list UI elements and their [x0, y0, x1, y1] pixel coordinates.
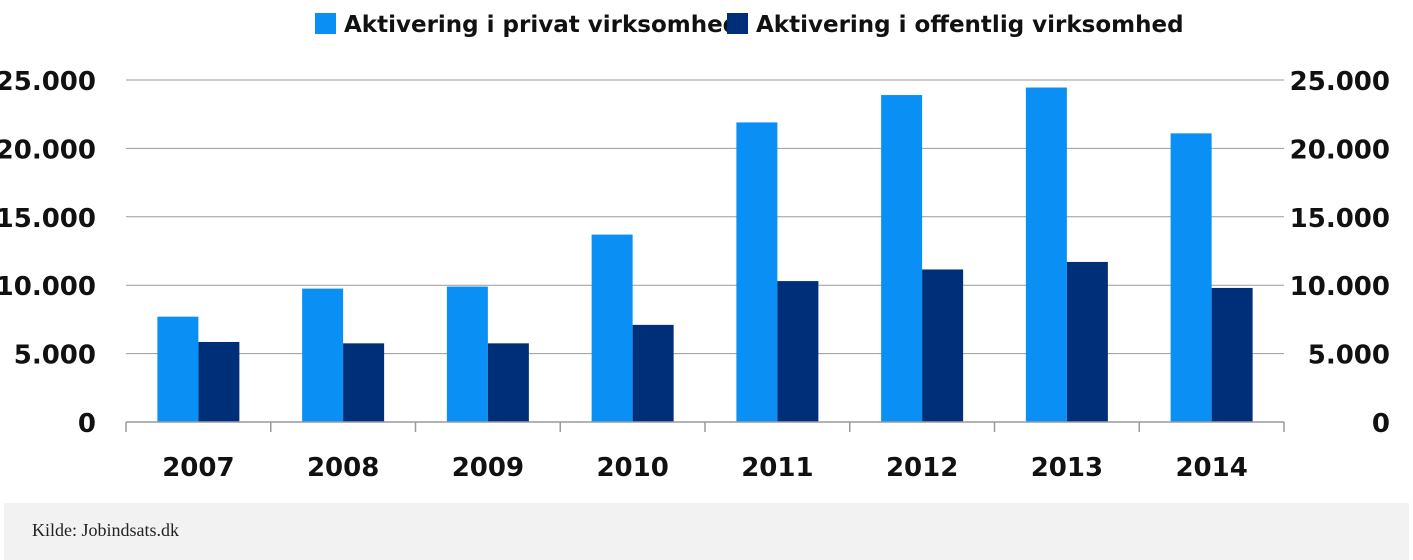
- x-tick-label: 2011: [741, 453, 813, 483]
- legend-label-private: Aktivering i privat virksomhed: [344, 12, 739, 38]
- y-tick-label-left: 5.000: [14, 341, 96, 371]
- bar-public-2008: [343, 343, 385, 422]
- y-tick-label-left: 10.000: [0, 272, 96, 302]
- legend-swatch-private: [315, 13, 336, 34]
- y-tick-label-right: 25.000: [1290, 67, 1390, 97]
- y-tick-label-left: 20.000: [0, 135, 96, 165]
- bar-private-2008: [302, 288, 344, 422]
- x-tick-label: 2008: [307, 453, 379, 483]
- y-tick-label-right: 0: [1372, 409, 1390, 439]
- y-tick-label-right: 5.000: [1308, 341, 1390, 371]
- y-tick-label-right: 10.000: [1290, 272, 1390, 302]
- gridlines: [126, 79, 1284, 355]
- x-tick-label: 2007: [162, 453, 234, 483]
- source-footer: Kilde: Jobindsats.dk: [4, 503, 1409, 560]
- y-tick-label-left: 0: [78, 409, 96, 439]
- bar-private-2010: [591, 234, 633, 422]
- bar-private-2011: [736, 122, 778, 423]
- y-axis-left: 0 5.000 10.000 15.000 20.000 25.000: [0, 67, 96, 439]
- x-tick-label: 2010: [596, 453, 668, 483]
- bar-public-2012: [922, 269, 964, 422]
- bar-public-2009: [487, 343, 529, 422]
- bar-public-2011: [777, 281, 819, 422]
- bar-private-2012: [881, 95, 923, 422]
- y-tick-label-left: 25.000: [0, 67, 96, 97]
- bar-private-2009: [446, 286, 488, 422]
- legend-label-public: Aktivering i offentlig virksomhed: [756, 12, 1184, 38]
- source-text: Kilde: Jobindsats.dk: [32, 520, 179, 540]
- bar-public-2014: [1211, 287, 1253, 422]
- y-tick-label-right: 15.000: [1290, 204, 1390, 234]
- y-tick-label-right: 20.000: [1290, 135, 1390, 165]
- x-tick-label: 2014: [1175, 453, 1247, 483]
- bar-chart: 0 5.000 10.000 15.000 20.000 25.000 0 5.000 10.…: [0, 12, 1390, 483]
- y-tick-label-left: 15.000: [0, 204, 96, 234]
- y-axis-right: 0 5.000 10.000 15.000 20.000 25.000: [1290, 67, 1390, 439]
- bar-public-2010: [632, 324, 674, 422]
- bars: [157, 87, 1253, 423]
- bar-public-2007: [198, 341, 240, 422]
- bar-private-2007: [157, 316, 199, 422]
- bar-private-2013: [1025, 87, 1067, 423]
- x-axis-labels: 2007 2008 2009 2010 2011 2012 2013 2014: [162, 453, 1248, 483]
- x-axis: [125, 421, 1285, 432]
- x-tick-label: 2013: [1031, 453, 1103, 483]
- bar-private-2014: [1170, 133, 1212, 423]
- x-tick-label: 2012: [886, 453, 958, 483]
- legend-swatch-public: [727, 13, 748, 34]
- bar-public-2013: [1066, 261, 1108, 422]
- legend: Aktivering i privat virksomhed Aktiverin…: [315, 12, 1184, 38]
- x-tick-label: 2009: [452, 453, 524, 483]
